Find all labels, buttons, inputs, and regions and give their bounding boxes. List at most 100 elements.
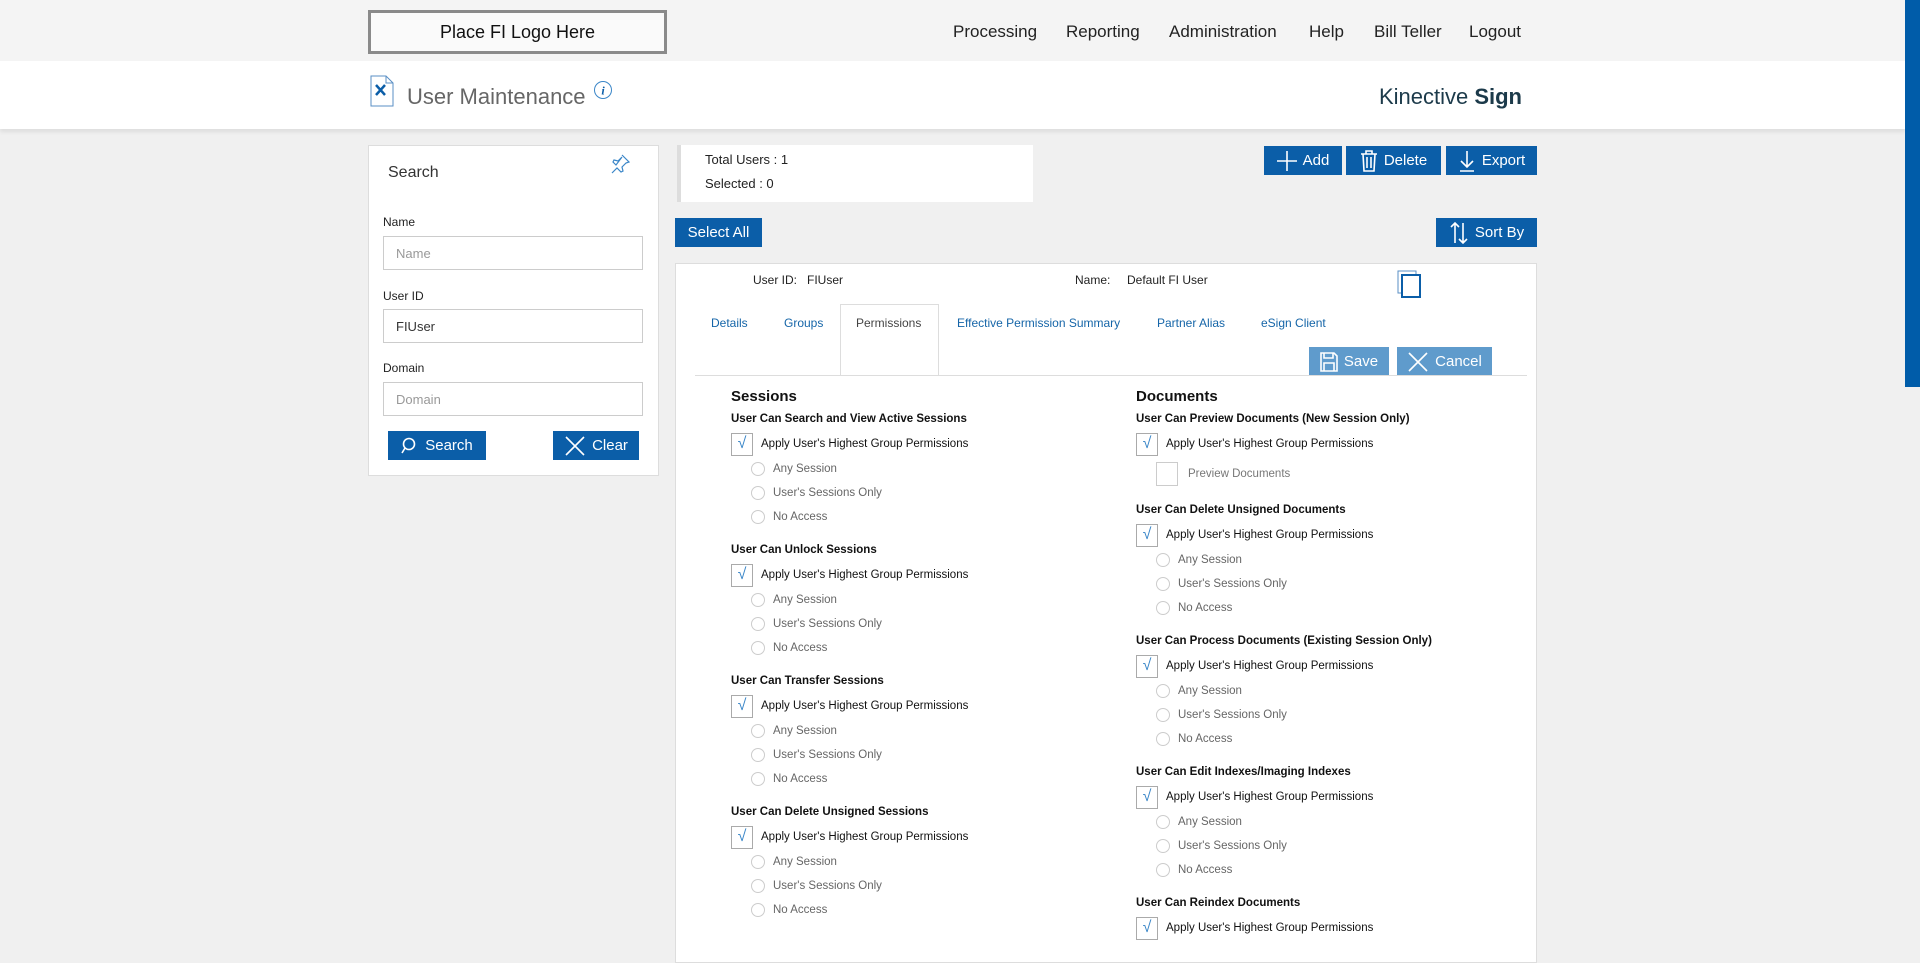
radio-option[interactable]: Any Session [731,850,1111,874]
radio-option[interactable]: Any Session [731,588,1111,612]
checkbox[interactable]: √ [1136,785,1158,809]
clear-button[interactable]: Clear [553,431,639,460]
radio-option[interactable]: User's Sessions Only [731,481,1111,505]
apply-group-permissions-checkbox[interactable]: √ Apply User's Highest Group Permissions [1136,653,1516,679]
apply-group-permissions-checkbox[interactable]: √ Apply User's Highest Group Permissions [1136,915,1516,941]
tab-esign-client[interactable]: eSign Client [1261,316,1326,330]
radio-button[interactable] [751,724,765,738]
sessions-column: Sessions User Can Search and View Active … [731,388,1111,935]
userid-input[interactable]: FIUser [383,309,643,343]
checkbox[interactable]: √ [1136,654,1158,678]
radio-option[interactable]: No Access [1136,858,1516,882]
radio-button[interactable] [1156,577,1170,591]
radio-option[interactable]: No Access [1136,596,1516,620]
checkbox[interactable]: √ [731,825,753,849]
export-button[interactable]: Export [1446,146,1537,175]
userid-value: FIUser [807,273,843,287]
apply-group-permissions-checkbox[interactable]: √ Apply User's Highest Group Permissions [731,431,1111,457]
pin-icon[interactable] [608,152,632,176]
radio-option[interactable]: User's Sessions Only [731,874,1111,898]
radio-button[interactable] [1156,684,1170,698]
radio-button[interactable] [1156,601,1170,615]
radio-button[interactable] [1156,732,1170,746]
nav-user-menu[interactable]: Bill Teller [1374,22,1442,41]
radio-option[interactable]: User's Sessions Only [1136,703,1516,727]
radio-button[interactable] [1156,815,1170,829]
radio-option[interactable]: No Access [731,636,1111,660]
radio-option[interactable]: User's Sessions Only [1136,834,1516,858]
search-button[interactable]: Search [388,431,486,460]
apply-group-permissions-checkbox[interactable]: √ Apply User's Highest Group Permissions [1136,522,1516,548]
cancel-button[interactable]: Cancel [1397,347,1492,376]
domain-input[interactable]: Domain [383,382,643,416]
copy-icon[interactable] [1396,270,1426,300]
tab-permissions[interactable]: Permissions [856,316,922,330]
tab-details[interactable]: Details [711,316,748,330]
radio-button[interactable] [751,593,765,607]
tab-partner-alias[interactable]: Partner Alias [1157,316,1226,330]
radio-button[interactable] [1156,863,1170,877]
checkbox[interactable] [1156,462,1178,486]
tab-effective-permission-summary[interactable]: Effective Permission Summary [957,316,1121,330]
radio-option[interactable]: No Access [731,767,1111,791]
radio-option[interactable]: Any Session [731,719,1111,743]
sort-by-button[interactable]: Sort By [1436,218,1537,247]
radio-option[interactable]: No Access [731,505,1111,529]
permission-group: User Can Reindex Documents √ Apply User's … [1136,895,1516,941]
radio-button[interactable] [751,855,765,869]
select-all-button[interactable]: Select All [675,218,762,247]
radio-button[interactable] [751,772,765,786]
add-button[interactable]: Add [1264,146,1342,175]
scrollbar-thumb[interactable] [1905,0,1920,387]
checkbox[interactable]: √ [731,563,753,587]
apply-group-permissions-checkbox[interactable]: √ Apply User's Highest Group Permissions [731,562,1111,588]
radio-option[interactable]: User's Sessions Only [1136,572,1516,596]
nav-processing[interactable]: Processing [953,22,1038,41]
apply-group-permissions-checkbox[interactable]: √ Apply User's Highest Group Permissions [731,693,1111,719]
radio-label: User's Sessions Only [1178,709,1287,721]
nav-administration[interactable]: Administration [1169,22,1277,41]
radio-option[interactable]: Any Session [1136,810,1516,834]
radio-button[interactable] [1156,708,1170,722]
radio-option[interactable]: User's Sessions Only [731,743,1111,767]
radio-button[interactable] [751,486,765,500]
domain-label: Domain [383,361,425,375]
radio-button[interactable] [751,879,765,893]
name-field-label: Name: [1075,273,1111,287]
radio-button[interactable] [751,903,765,917]
permission-title: User Can Preview Documents (New Session … [1136,413,1410,425]
logo-placeholder[interactable]: Place FI Logo Here [368,10,667,54]
checkbox[interactable]: √ [1136,432,1158,456]
name-input[interactable]: Name [383,236,643,270]
radio-button[interactable] [751,510,765,524]
delete-button[interactable]: Delete [1346,146,1441,175]
radio-option[interactable]: Any Session [1136,548,1516,572]
nav-help[interactable]: Help [1309,22,1344,41]
radio-option[interactable]: No Access [731,898,1111,922]
tab-groups[interactable]: Groups [784,316,824,330]
search-panel-title: Search [388,164,439,181]
checkbox[interactable]: √ [731,694,753,718]
checkbox[interactable]: √ [1136,916,1158,940]
radio-option[interactable]: Any Session [731,457,1111,481]
apply-group-permissions-checkbox[interactable]: √ Apply User's Highest Group Permissions [1136,784,1516,810]
sessions-heading: Sessions [731,388,797,405]
radio-button[interactable] [1156,839,1170,853]
radio-button[interactable] [751,462,765,476]
radio-option[interactable]: Any Session [1136,679,1516,703]
radio-button[interactable] [751,617,765,631]
checkbox[interactable]: √ [731,432,753,456]
save-button[interactable]: Save [1309,347,1389,376]
nav-logout[interactable]: Logout [1469,22,1521,41]
apply-group-permissions-checkbox[interactable]: √ Apply User's Highest Group Permissions [731,824,1111,850]
radio-option[interactable]: User's Sessions Only [731,612,1111,636]
nav-reporting[interactable]: Reporting [1066,22,1140,41]
checkbox[interactable]: √ [1136,523,1158,547]
preview-documents-checkbox[interactable]: Preview Documents [1136,459,1516,489]
radio-button[interactable] [751,748,765,762]
radio-button[interactable] [751,641,765,655]
radio-button[interactable] [1156,553,1170,567]
apply-group-permissions-checkbox[interactable]: √ Apply User's Highest Group Permissions [1136,431,1516,457]
radio-option[interactable]: No Access [1136,727,1516,751]
info-icon[interactable]: i [593,80,613,100]
